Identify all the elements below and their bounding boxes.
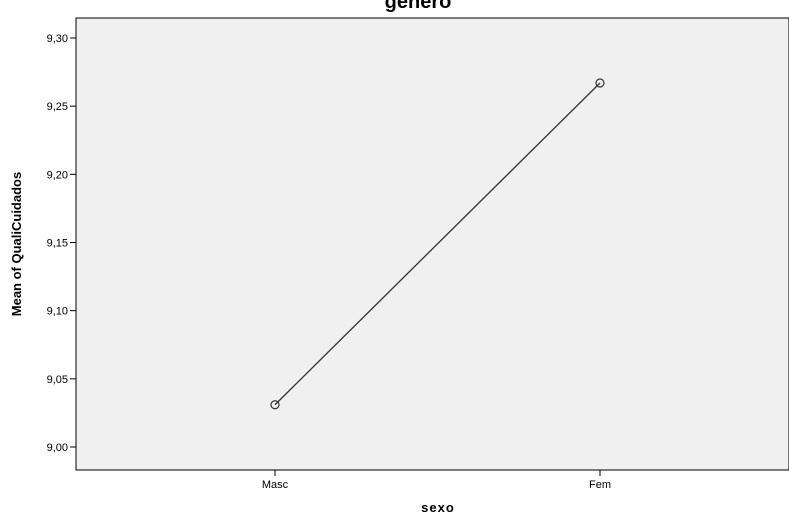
y-tick-label: 9,00 bbox=[47, 442, 68, 454]
y-tick-label: 9,20 bbox=[47, 169, 68, 181]
y-tick-label: 9,30 bbox=[47, 33, 68, 45]
data-point bbox=[270, 400, 280, 410]
x-tick-label: Fem bbox=[589, 479, 611, 491]
x-tick-label: Masc bbox=[262, 479, 289, 491]
x-axis-title: sexo bbox=[421, 500, 455, 514]
chart-title: genero bbox=[385, 0, 452, 13]
y-tick-label: 9,05 bbox=[47, 374, 68, 386]
y-axis-title: Mean of QualiCuidados bbox=[9, 172, 24, 316]
x-axis: Masc Fem bbox=[262, 470, 611, 491]
y-tick-label: 9,15 bbox=[47, 238, 68, 250]
series-group bbox=[270, 78, 605, 410]
data-point bbox=[595, 78, 605, 88]
y-tick-label: 9,10 bbox=[47, 306, 68, 318]
plot-area bbox=[75, 17, 789, 471]
y-tick-label: 9,25 bbox=[47, 101, 68, 113]
y-axis: 9,00 9,05 9,10 9,15 9,20 9,25 9,30 bbox=[47, 33, 76, 454]
series-line bbox=[274, 82, 601, 406]
